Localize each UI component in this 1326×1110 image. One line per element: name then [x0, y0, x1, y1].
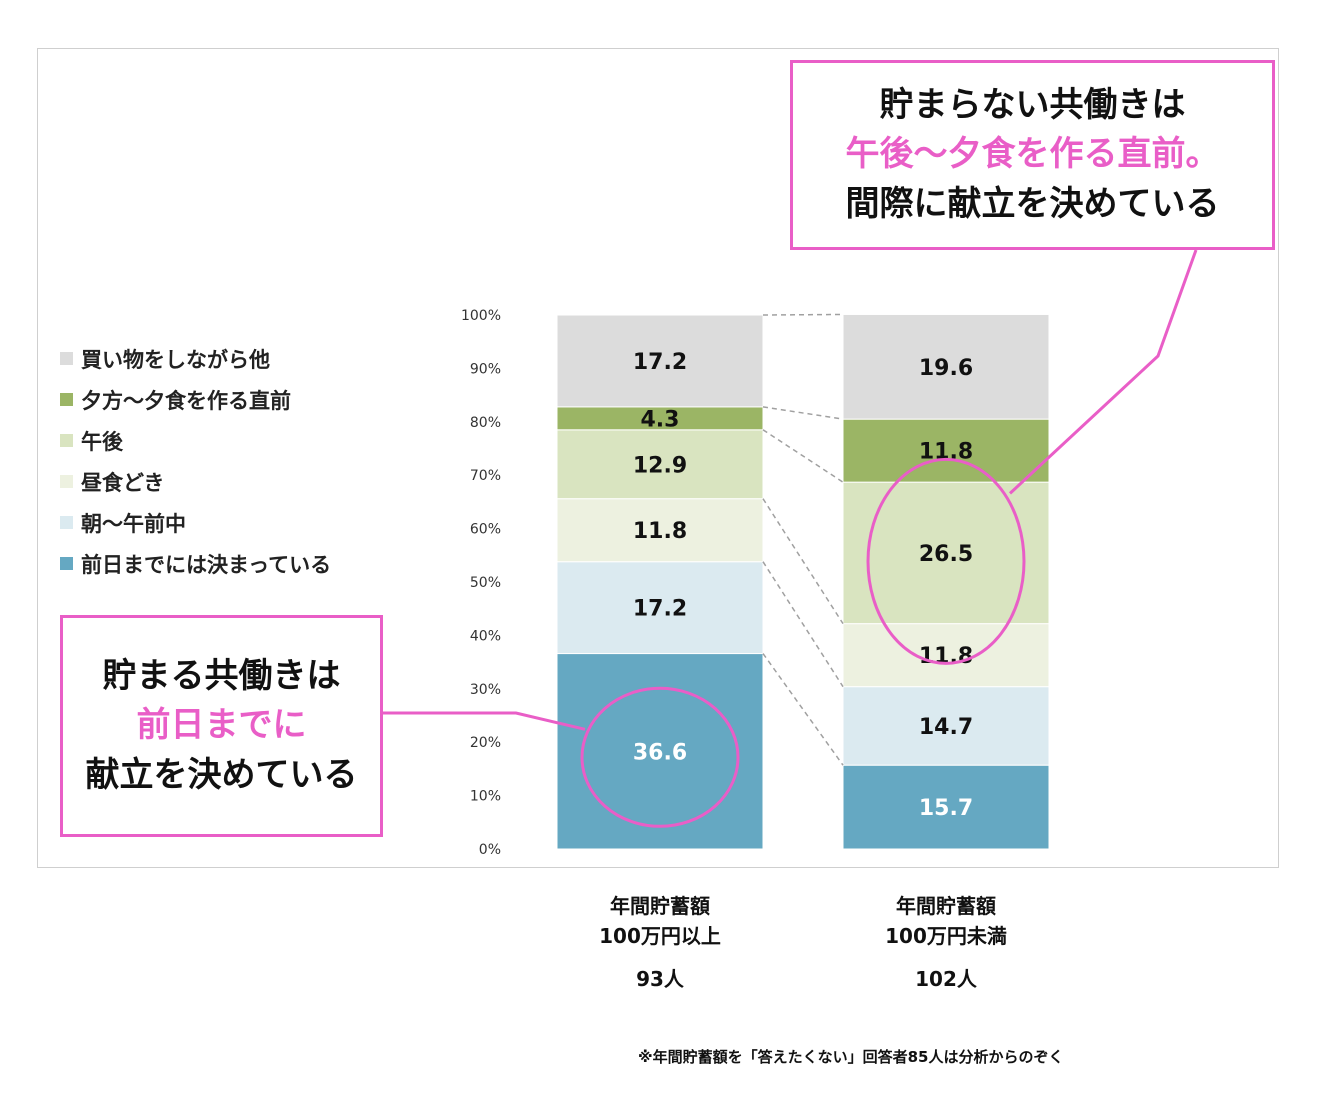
legend-label: 買い物をしながら他 [81, 347, 270, 372]
bar-segment [842, 764, 1050, 850]
category-label-low-savings: 年間貯蓄額 100万円未満 [836, 891, 1056, 951]
y-tick-label: 70% [470, 468, 501, 484]
bar-segment [842, 623, 1050, 688]
chart-legend: 買い物をしながら他 夕方～夕食を作る直前 午後昼食どき朝～午前中前日までには決まって… [60, 338, 331, 584]
callout-top-line2: 午後～夕食を作る直前。 [845, 134, 1220, 175]
callout-box-high-savings: 貯まる共働きは 前日までに 献立を決めている [60, 615, 383, 837]
bar-segment [842, 418, 1050, 483]
callout-left-line2: 前日までに [136, 705, 307, 746]
data-label: 17.2 [633, 597, 687, 622]
legend-swatch [60, 434, 73, 447]
y-tick-label: 20% [470, 735, 501, 751]
category-label-low-savings-line1: 年間貯蓄額 [896, 894, 996, 918]
callout-box-low-savings: 貯まらない共働きは 午後～夕食を作る直前。 間際に献立を決めている [790, 60, 1275, 250]
legend-swatch [60, 557, 73, 570]
bar-segment [842, 481, 1050, 625]
legend-item: 朝～午前中 [60, 502, 331, 543]
legend-label: 昼食どき [81, 470, 165, 495]
callout-pointer-top [1008, 249, 1198, 495]
legend-swatch [60, 475, 73, 488]
bar-segment [556, 498, 764, 563]
connector-line [762, 313, 844, 316]
data-label: 11.8 [919, 644, 973, 669]
legend-item: 夕方～夕食を作る直前 [60, 379, 331, 420]
legend-label: 夕方～夕食を作る直前 [81, 388, 291, 413]
callout-top-line3: 間際に献立を決めている [845, 183, 1220, 224]
data-label: 12.9 [633, 453, 687, 478]
bar-segment [556, 429, 764, 500]
highlight-ellipse [866, 457, 1026, 665]
respondent-count-low-savings: 102人 [915, 967, 977, 991]
callout-pointer-left [383, 711, 586, 731]
footnote: ※年間貯蓄額を「答えたくない」回答者85人は分析からのぞく [638, 1048, 1064, 1066]
data-label: 17.2 [633, 350, 687, 375]
y-tick-label: 60% [470, 522, 501, 538]
category-label-high-savings-line1: 年間貯蓄額 [610, 894, 710, 918]
y-tick-label: 100% [461, 308, 501, 324]
category-label-low-savings-line2: 100万円未満 [885, 924, 1007, 948]
highlight-ellipse [580, 686, 740, 828]
bar-segment [842, 686, 1050, 766]
y-tick-label: 80% [470, 415, 501, 431]
connector-line [762, 406, 844, 420]
data-label: 14.7 [919, 715, 973, 740]
y-tick-label: 10% [470, 789, 501, 805]
respondent-count-high-savings: 93人 [636, 967, 684, 991]
legend-label: 朝～午前中 [81, 511, 186, 536]
legend-item: 前日までには決まっている [60, 543, 331, 584]
y-tick-label: 40% [470, 628, 501, 644]
y-tick-label: 50% [470, 575, 501, 591]
connector-line [762, 561, 844, 688]
callout-top-line1: 貯まらない共働きは [879, 85, 1186, 126]
connector-line [762, 498, 844, 625]
bar-segment [556, 314, 764, 408]
category-label-high-savings: 年間貯蓄額 100万円以上 [550, 891, 770, 951]
connector-line [762, 653, 844, 766]
y-tick-label: 0% [479, 842, 501, 858]
y-tick-label: 30% [470, 682, 501, 698]
connector-line [762, 429, 844, 483]
callout-left-line3: 献立を決めている [85, 754, 358, 795]
legend-swatch [60, 393, 73, 406]
callout-left-line1: 貯まる共働きは [102, 656, 341, 697]
data-label: 4.3 [641, 407, 680, 432]
category-label-high-savings-line2: 100万円以上 [599, 924, 721, 948]
bar-segment [842, 313, 1050, 420]
bar-segment [556, 561, 764, 655]
data-label: 11.8 [633, 519, 687, 544]
data-label: 19.6 [919, 356, 973, 381]
legend-swatch [60, 352, 73, 365]
legend-label: 前日までには決まっている [81, 552, 332, 577]
y-tick-label: 90% [470, 361, 501, 377]
legend-item: 買い物をしながら他 [60, 338, 331, 379]
legend-item: 昼食どき [60, 461, 331, 502]
data-label: 36.6 [633, 740, 687, 765]
data-label: 15.7 [919, 796, 973, 821]
bar-segment [556, 653, 764, 850]
legend-item: 午後 [60, 420, 331, 461]
data-label: 26.5 [919, 542, 973, 567]
legend-label: 午後 [81, 429, 123, 454]
legend-swatch [60, 516, 73, 529]
